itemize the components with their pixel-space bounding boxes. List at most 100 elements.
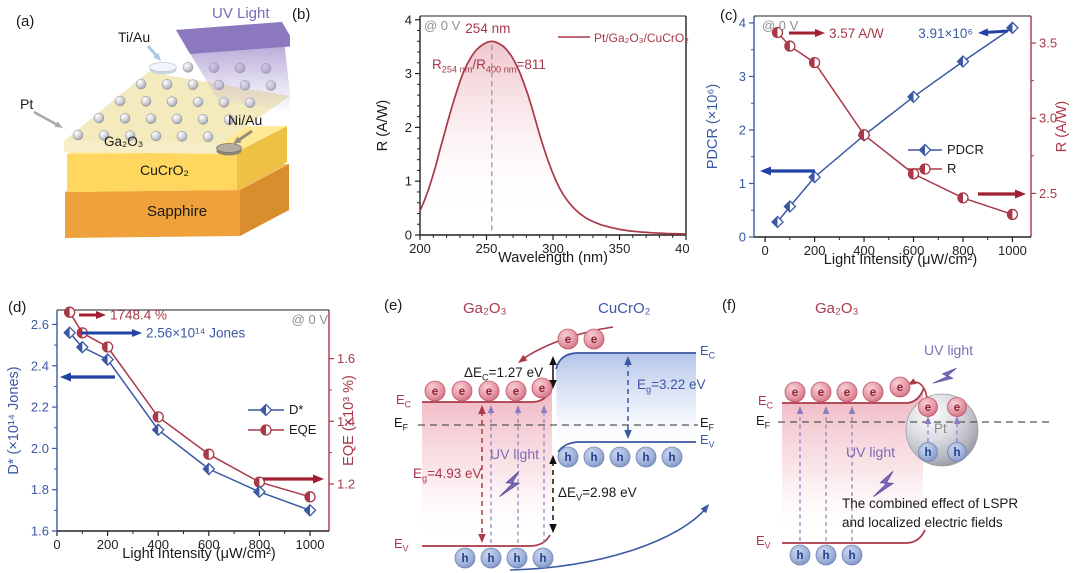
electron-symbol: e — [889, 376, 911, 398]
x-tick-label: 250 — [476, 241, 498, 256]
pt-sphere — [202, 131, 214, 142]
panel-f-label: (f) — [722, 297, 737, 314]
uv-light-label-inner: UV light — [846, 444, 896, 460]
y-tick-label: 2.2 — [31, 400, 49, 415]
panel-e-label: (e) — [384, 297, 403, 314]
hole-letter: h — [539, 553, 546, 565]
ef-right-label: EF — [700, 415, 715, 433]
energy-arrows — [478, 356, 632, 543]
electron-symbol: e — [531, 377, 553, 399]
annotations: @ 0 V 254 nm — [424, 18, 510, 36]
electron-letter: e — [539, 383, 545, 395]
ec-left-label: EC — [396, 392, 412, 410]
y-tick-label: 2.6 — [31, 317, 49, 332]
hole-symbol: h — [789, 544, 811, 566]
y-tick-label: 3 — [405, 66, 412, 81]
x-tick-label: 0 — [53, 537, 60, 552]
legend-label-pdcr: PDCR — [947, 142, 984, 157]
y-tick-label: 2.4 — [31, 358, 49, 373]
y-axis-title-right: R (A/W) — [1054, 101, 1070, 153]
axes: 0 200 400 600 800 1000 1.6 1.8 2.0 2.2 2.4 2.6 1.2 1.… — [6, 309, 357, 562]
series-dstar — [63, 326, 317, 517]
panel-c: 0 200 400 600 800 1000 0 1 2 3 4 2.5 3.0 3.5 Light Int… — [690, 0, 1080, 285]
y-axis-title: R (A/W) — [375, 100, 391, 152]
electron-symbol: e — [918, 397, 938, 417]
device-schematic — [33, 22, 290, 238]
electron-symbol: e — [557, 328, 579, 350]
hole-symbol: h — [454, 547, 476, 569]
hole-letter: h — [461, 553, 468, 565]
responsivity-spectrum-chart: 200 250 300 350 400 0 1 2 3 4 Wavelength (nm) R (A/… — [375, 12, 690, 266]
pt-sphere — [192, 96, 204, 108]
hole-letter: h — [796, 550, 803, 562]
hole-symbol: h — [506, 547, 528, 569]
pt-sphere — [98, 130, 110, 141]
ga2o3-material-label: Ga₂O₃ — [815, 300, 859, 317]
hole-letter: h — [616, 452, 623, 464]
uv-light-label: UV Light — [212, 5, 270, 22]
x-tick-label: 1000 — [998, 243, 1027, 258]
lightning-bolt-icon — [873, 471, 895, 497]
pt-sphere — [176, 131, 188, 142]
y-axis-title-right: EQE (×10³ %) — [341, 375, 357, 466]
hole-symbol: h — [583, 446, 605, 468]
heterojunction-band-diagram: e e e e e e e h h h h h h h h h — [418, 326, 709, 571]
electron-symbol: e — [836, 381, 858, 403]
r-max-annotation: 3.57 A/W — [829, 26, 884, 41]
x-tick-label: 600 — [903, 243, 925, 258]
panel-f: e e e e e h h h e e h h (f) Ga₂O₃ UV light UV light… — [720, 285, 1080, 573]
x-tick-label: 1000 — [296, 537, 325, 552]
uv-light-label-sphere: UV light — [924, 342, 974, 358]
electron-symbol: e — [424, 380, 446, 402]
uv-light-label: UV light — [490, 446, 540, 462]
annotations: 1748.4 % 2.56×10¹⁴ Jones @ 0 V — [60, 308, 328, 484]
pt-sphere — [161, 79, 173, 90]
electron-letter: e — [565, 334, 571, 346]
panel-b: 200 250 300 350 400 0 1 2 3 4 Wavelength (nm) R (A/… — [290, 0, 690, 285]
panel-a-label: (a) — [16, 13, 35, 30]
pt-sphere — [197, 114, 209, 125]
eg-ga2o3-annotation: Eg=4.93 eV — [413, 466, 482, 484]
axes: 200 250 300 350 400 0 1 2 3 4 Wavelength (nm) R (A/… — [375, 12, 690, 266]
electron-letter: e — [792, 387, 798, 399]
axes: 0 200 400 600 800 1000 0 1 2 3 4 2.5 3.0 3.5 Light Int… — [705, 15, 1070, 268]
electron-letter: e — [844, 387, 850, 399]
electron-letter: e — [513, 386, 519, 398]
y-axis-title-left: D* (×10¹⁴ Jones) — [6, 366, 22, 474]
legend: Pt/Ga₂O₃/CuCrO₂ — [558, 31, 689, 45]
series-r — [771, 26, 1019, 221]
electron-letter: e — [818, 387, 824, 399]
y-tick-label: 1.2 — [337, 476, 355, 491]
legend: PDCR R — [908, 142, 984, 176]
y-tick-label: 1 — [405, 174, 412, 189]
ga2o3-material-label: Ga₂O₃ — [463, 300, 507, 317]
ec-label: EC — [758, 393, 774, 411]
y-tick-label: 3 — [739, 69, 746, 84]
label-arrows — [33, 45, 253, 144]
sapphire-layer-label: Sapphire — [147, 203, 208, 220]
y-tick-label: 4 — [739, 15, 746, 30]
cucro2-layer-label: CuCrO₂ — [140, 162, 189, 178]
ev-right-label: EV — [700, 432, 715, 450]
legend-label-eqe: EQE — [289, 422, 317, 437]
caption-line-1: The combined effect of LSPR — [842, 496, 1019, 511]
electron-symbol: e — [784, 381, 806, 403]
hole-symbol: h — [815, 544, 837, 566]
pt-sphere — [145, 113, 157, 124]
hole-symbol: h — [557, 446, 579, 468]
y-tick-label: 3.0 — [1039, 111, 1057, 126]
y-tick-label: 3.5 — [1039, 36, 1057, 51]
panel-e: e e e e e e e h h h h h h h h h (e) Ga₂O₃ CuCrO₂ ΔEC=1.… — [360, 285, 720, 573]
electrodes — [149, 62, 242, 156]
legend-label-r: R — [947, 161, 956, 176]
electron-letter: e — [591, 334, 597, 346]
y-tick-label: 2.0 — [31, 441, 49, 456]
y-tick-label: 1.8 — [31, 482, 49, 497]
y-tick-label: 1.6 — [337, 351, 355, 366]
caption-line-2: and localized electric fields — [842, 515, 1003, 530]
pt-sphere — [93, 112, 105, 124]
eqe-max-annotation: 1748.4 % — [110, 308, 167, 323]
electron-symbol: e — [478, 380, 500, 402]
electron-letter: e — [925, 402, 931, 414]
hole-symbol: h — [918, 442, 938, 462]
